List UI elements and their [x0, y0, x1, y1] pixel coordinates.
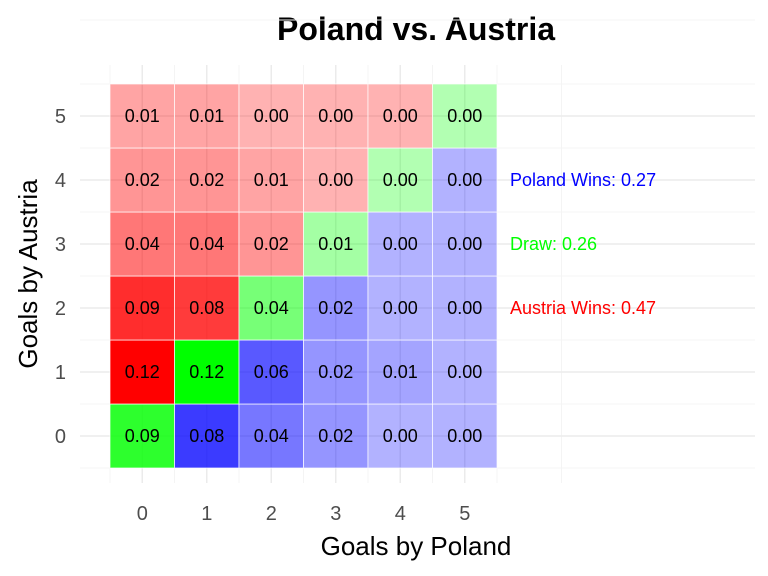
- y-tick-label: 1: [55, 362, 66, 384]
- heatmap-cell: [109, 403, 175, 469]
- y-axis-title: Goals by Austria: [13, 179, 43, 369]
- y-tick-label: 3: [55, 234, 66, 256]
- cell-value-label: 0.09: [125, 426, 160, 446]
- heatmap-cell: [367, 83, 433, 149]
- heatmap-cell: [109, 339, 175, 405]
- heatmap-cell: [303, 339, 369, 405]
- cell-value-label: 0.02: [254, 234, 289, 254]
- outcome-summary-label: Poland Wins: 0.27: [510, 170, 656, 190]
- heatmap-cell: [432, 83, 498, 149]
- cell-value-label: 0.00: [383, 234, 418, 254]
- outcome-summary-label: Draw: 0.26: [510, 234, 597, 254]
- cell-value-label: 0.02: [318, 362, 353, 382]
- cell-value-label: 0.02: [189, 170, 224, 190]
- cell-value-label: 0.00: [447, 362, 482, 382]
- cell-value-label: 0.06: [254, 362, 289, 382]
- cell-value-label: 0.04: [254, 298, 289, 318]
- x-tick-label: 0: [137, 503, 148, 525]
- cell-value-label: 0.12: [189, 362, 224, 382]
- cell-value-label: 0.00: [383, 298, 418, 318]
- heatmap-cell: [303, 275, 369, 341]
- cell-value-label: 0.00: [383, 106, 418, 126]
- cell-value-label: 0.00: [254, 106, 289, 126]
- heatmap-cell: [174, 211, 240, 277]
- heatmap-cell: [238, 403, 304, 469]
- cell-value-label: 0.00: [447, 426, 482, 446]
- heatmap-cells: [109, 83, 498, 469]
- cell-value-label: 0.00: [447, 170, 482, 190]
- chart-title: Poland vs. Austria: [277, 11, 555, 47]
- heatmap-cell: [174, 403, 240, 469]
- heatmap-cell: [432, 339, 498, 405]
- x-axis-title: Goals by Poland: [321, 531, 512, 561]
- heatmap-cell: [174, 83, 240, 149]
- cell-value-label: 0.02: [318, 298, 353, 318]
- heatmap-cell: [174, 339, 240, 405]
- heatmap-cell: [432, 275, 498, 341]
- outcome-summary: Poland Wins: 0.27 Draw: 0.26 Austria Wins:…: [510, 170, 656, 318]
- heatmap-cell: [303, 83, 369, 149]
- cell-value-label: 0.00: [318, 170, 353, 190]
- cell-value-label: 0.01: [383, 362, 418, 382]
- y-tick-label: 0: [55, 426, 66, 448]
- cell-value-label: 0.00: [447, 298, 482, 318]
- cell-value-label: 0.01: [318, 234, 353, 254]
- heatmap-cell: [367, 339, 433, 405]
- cell-value-label: 0.00: [383, 426, 418, 446]
- heatmap-cell: [432, 403, 498, 469]
- x-tick-label: 4: [395, 503, 406, 525]
- cell-value-label: 0.00: [318, 106, 353, 126]
- heatmap-cell: [367, 275, 433, 341]
- cell-value-label: 0.08: [189, 426, 224, 446]
- heatmap-cell: [174, 275, 240, 341]
- y-tick-label: 2: [55, 298, 66, 320]
- heatmap-cell: [238, 147, 304, 213]
- x-tick-label: 3: [330, 503, 341, 525]
- cell-value-label: 0.02: [318, 426, 353, 446]
- cell-value-label: 0.02: [125, 170, 160, 190]
- y-tick-label: 5: [55, 106, 66, 128]
- heatmap-cell: [174, 147, 240, 213]
- cell-value-label: 0.12: [125, 362, 160, 382]
- cell-value-label: 0.01: [189, 106, 224, 126]
- cell-labels: 0.09 0.08 0.04 0.02 0.00 0.00 0.12 0.12 0.06 0.02…: [125, 106, 483, 446]
- cell-value-label: 0.04: [189, 234, 224, 254]
- cell-value-label: 0.01: [254, 170, 289, 190]
- y-axis-ticks: 0 1 2 3 4 5: [55, 106, 66, 448]
- cell-value-label: 0.00: [383, 170, 418, 190]
- cell-value-label: 0.00: [447, 234, 482, 254]
- heatmap-cell: [238, 211, 304, 277]
- heatmap-cell: [238, 275, 304, 341]
- x-tick-label: 5: [459, 503, 470, 525]
- x-axis-ticks: 0 1 2 3 4 5: [137, 503, 471, 525]
- cell-value-label: 0.00: [447, 106, 482, 126]
- heatmap-cell: [109, 147, 175, 213]
- y-tick-label: 4: [55, 170, 66, 192]
- cell-value-label: 0.04: [125, 234, 160, 254]
- heatmap-cell: [367, 147, 433, 213]
- heatmap-cell: [367, 403, 433, 469]
- cell-value-label: 0.01: [125, 106, 160, 126]
- heatmap-cell: [238, 83, 304, 149]
- cell-value-label: 0.08: [189, 298, 224, 318]
- x-tick-label: 1: [201, 503, 212, 525]
- x-tick-label: 2: [266, 503, 277, 525]
- cell-value-label: 0.04: [254, 426, 289, 446]
- cell-value-label: 0.09: [125, 298, 160, 318]
- heatmap-cell: [238, 339, 304, 405]
- outcome-summary-label: Austria Wins: 0.47: [510, 298, 656, 318]
